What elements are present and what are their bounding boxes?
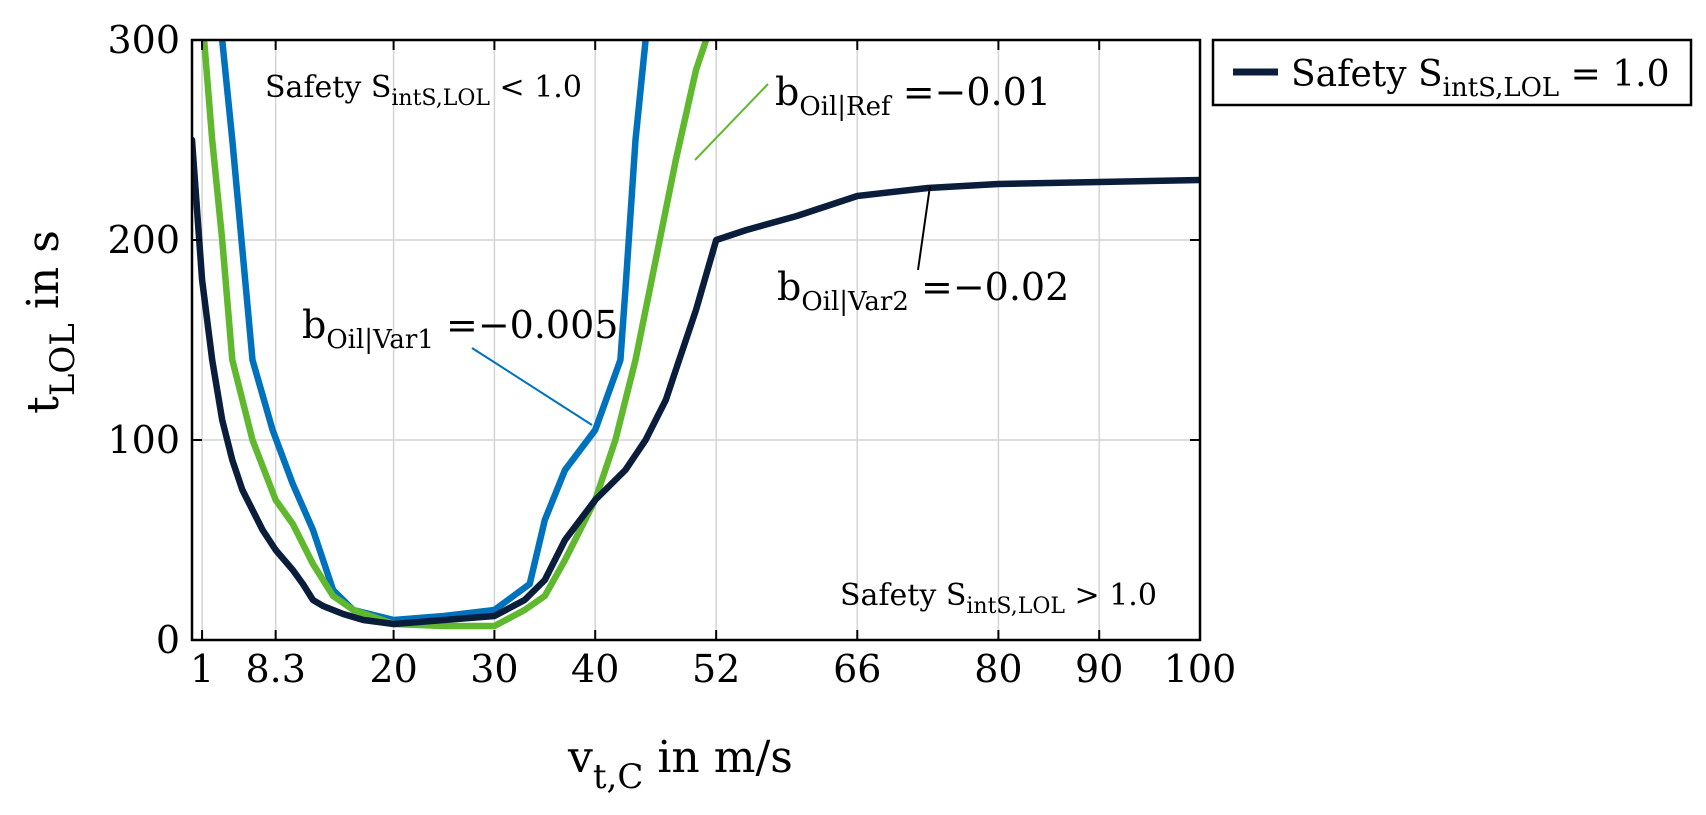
y-tick-label: 300 [107, 18, 180, 62]
y-tick-label: 200 [107, 218, 180, 262]
y-tick-label: 0 [156, 618, 180, 662]
region-label-upper: Safety SintS,LOL < 1.0 [265, 70, 582, 111]
legend-label: Safety SintS,LOL = 1.0 [1291, 54, 1670, 103]
region-label-lower: Safety SintS,LOL > 1.0 [840, 578, 1157, 619]
x-tick-label: 1 [190, 647, 214, 691]
series-line-2 [200, 40, 710, 630]
series-annotations: bOil|Ref =−0.01 bOil|Var1 =−0.005 bOil|V… [302, 70, 1069, 426]
x-tick-label: 80 [974, 647, 1022, 691]
x-tick-label: 40 [571, 647, 619, 691]
x-tick-label: 100 [1164, 647, 1237, 691]
x-tick-label: 30 [470, 647, 518, 691]
series-label-var2: bOil|Var2 =−0.02 [777, 265, 1069, 317]
series-group [192, 40, 1200, 630]
x-tick-label: 52 [692, 647, 740, 691]
axis-ticks: 1 8.3 20 30 40 52 66 80 90 100 0 100 200 300 [107, 18, 1236, 691]
x-tick-label: 66 [833, 647, 881, 691]
y-tick-label: 100 [107, 418, 180, 462]
leader-line-var1 [471, 347, 593, 426]
series-label-var1: bOil|Var1 =−0.005 [302, 303, 618, 355]
leader-line-ref [694, 83, 769, 161]
legend-box [1211, 38, 1693, 107]
y-axis-title: tLOL in s [18, 230, 83, 414]
legend: Safety SintS,LOL = 1.0 [1211, 38, 1693, 107]
plot-frame [190, 38, 1202, 642]
x-axis-title: vt,C in m/s [567, 732, 793, 797]
series-line-3 [192, 136, 1200, 628]
leader-line-var2 [917, 185, 931, 271]
series-label-ref: bOil|Ref =−0.01 [775, 70, 1051, 122]
x-tick-label: 8.3 [245, 647, 305, 691]
x-tick-label: 90 [1075, 647, 1123, 691]
series-line-1 [218, 40, 649, 624]
x-tick-label: 20 [369, 647, 417, 691]
